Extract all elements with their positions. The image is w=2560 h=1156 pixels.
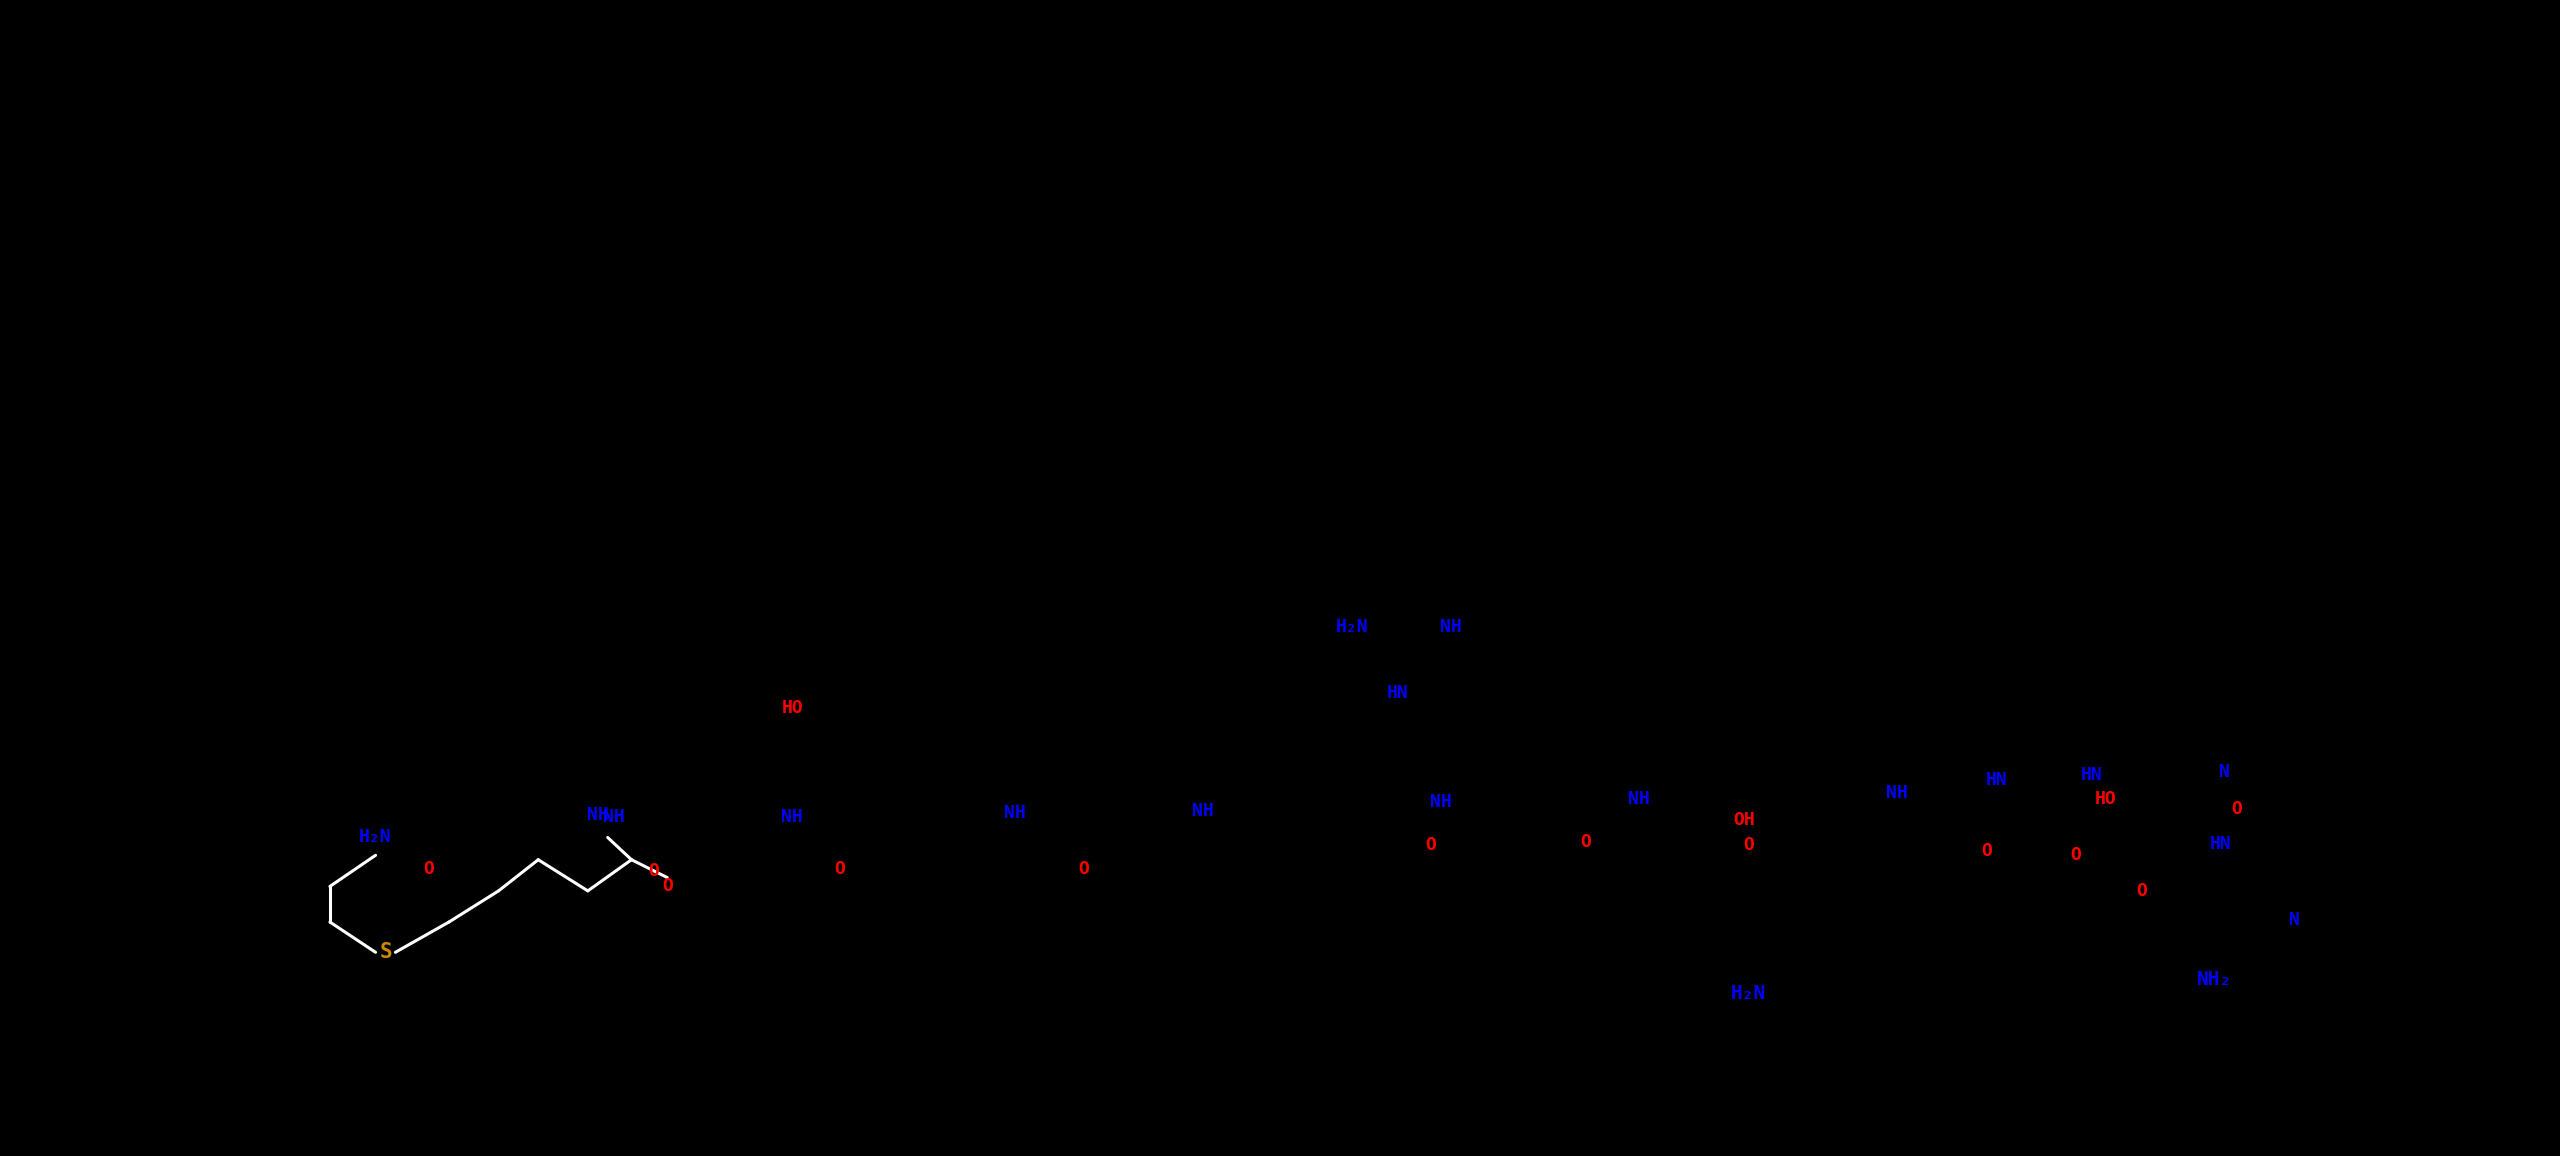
Text: NH: NH — [1431, 793, 1452, 810]
Text: N: N — [2289, 911, 2299, 929]
Text: NH: NH — [1887, 784, 1907, 802]
Text: H₂N: H₂N — [358, 829, 392, 846]
Text: NH: NH — [602, 808, 625, 827]
Text: O: O — [1426, 836, 1436, 853]
Text: O: O — [663, 877, 673, 896]
Text: NH: NH — [1193, 802, 1213, 820]
Text: O: O — [648, 862, 658, 880]
Text: NH: NH — [1441, 617, 1462, 636]
Text: O: O — [1743, 836, 1754, 853]
Text: OH: OH — [1733, 810, 1756, 829]
Text: NH: NH — [781, 808, 804, 827]
Text: O: O — [2071, 846, 2081, 865]
Text: N: N — [2220, 763, 2230, 781]
Text: HN: HN — [1388, 684, 1408, 702]
Text: O: O — [425, 860, 435, 877]
Text: NH₂: NH₂ — [2196, 970, 2232, 990]
Text: HO: HO — [781, 699, 804, 718]
Text: H₂N: H₂N — [1731, 984, 1766, 1002]
Text: O: O — [1078, 860, 1088, 877]
Text: HN: HN — [2209, 835, 2232, 853]
Text: H₂N: H₂N — [1336, 617, 1367, 636]
Text: NH: NH — [586, 806, 609, 824]
Text: NH: NH — [1628, 791, 1651, 808]
Text: S: S — [379, 942, 392, 962]
Text: O: O — [2232, 800, 2243, 818]
Text: O: O — [1580, 833, 1592, 851]
Text: HN: HN — [1987, 771, 2007, 788]
Text: NH: NH — [1004, 805, 1024, 822]
Text: O: O — [835, 860, 845, 877]
Text: HO: HO — [2094, 791, 2117, 808]
Text: HN: HN — [2081, 766, 2102, 784]
Text: O: O — [2135, 882, 2148, 899]
Text: O: O — [1981, 842, 1992, 860]
